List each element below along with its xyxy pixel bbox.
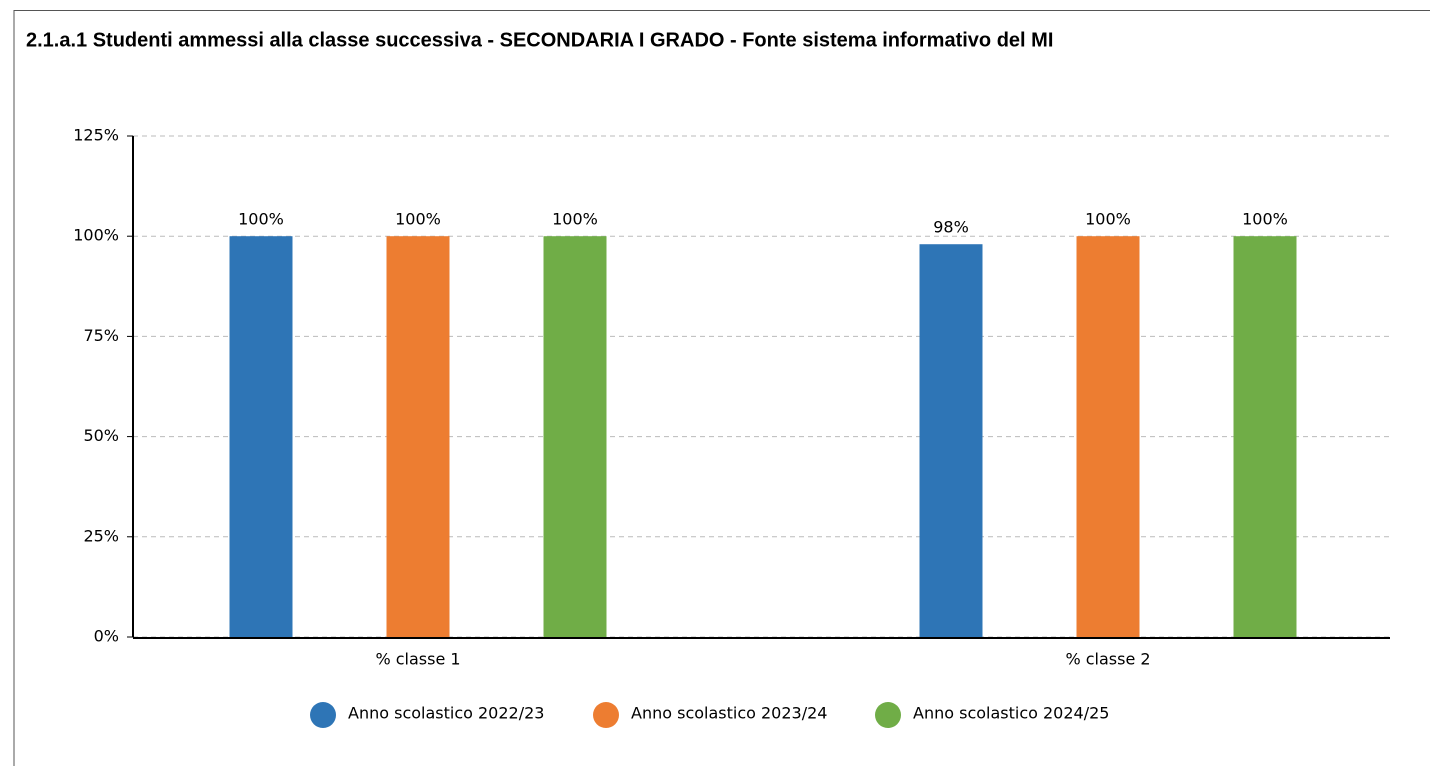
data-label: 98%	[933, 218, 969, 237]
legend-label: Anno scolastico 2024/25	[913, 704, 1109, 723]
y-tick-label: 75%	[83, 326, 119, 345]
legend-swatch	[310, 702, 336, 728]
chart-title: 2.1.a.1 Studenti ammessi alla classe suc…	[26, 29, 1053, 51]
data-label: 100%	[552, 210, 598, 229]
y-tick-label: 25%	[83, 526, 119, 545]
x-tick-label: % classe 2	[1065, 650, 1150, 669]
bar	[229, 236, 293, 637]
data-label: 100%	[238, 210, 284, 229]
data-label: 100%	[395, 210, 441, 229]
y-tick-label: 50%	[83, 426, 119, 445]
data-label: 100%	[1085, 210, 1131, 229]
bar	[1233, 236, 1297, 637]
bar	[1076, 236, 1140, 637]
y-tick-label: 100%	[73, 226, 119, 245]
legend-swatch	[875, 702, 901, 728]
bar	[919, 244, 983, 637]
legend-label: Anno scolastico 2023/24	[631, 704, 827, 723]
bar	[386, 236, 450, 637]
x-tick-label: % classe 1	[375, 650, 460, 669]
y-tick-label: 0%	[94, 627, 119, 646]
legend-label: Anno scolastico 2022/23	[348, 704, 544, 723]
data-label: 100%	[1242, 210, 1288, 229]
bar	[543, 236, 607, 637]
frame	[13, 10, 1430, 766]
legend-swatch	[593, 702, 619, 728]
y-tick-label: 125%	[73, 126, 119, 145]
